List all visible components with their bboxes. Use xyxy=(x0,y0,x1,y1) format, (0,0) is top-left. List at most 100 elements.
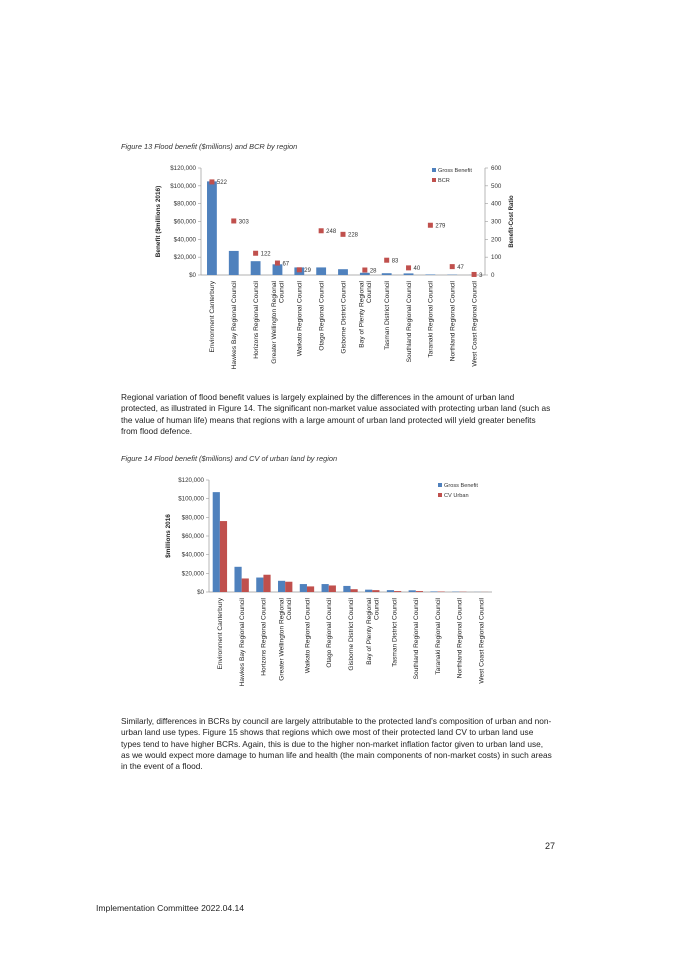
bar-cv-urban xyxy=(241,578,249,592)
legend-swatch xyxy=(438,483,442,487)
x-category-label: Council xyxy=(373,597,380,620)
bar-gross-benefit xyxy=(278,580,286,592)
x-category-label: Environment Canterbury xyxy=(217,597,224,669)
bcr-marker xyxy=(384,257,390,263)
y-tick-label: $40,000 xyxy=(174,236,197,243)
y-tick-label: $120,000 xyxy=(178,477,204,484)
bar-gross-benefit xyxy=(207,181,217,275)
bar-cv-urban xyxy=(306,586,315,592)
page-number: 27 xyxy=(545,841,556,851)
bar-gross-benefit xyxy=(321,584,329,592)
bar-gross-benefit xyxy=(299,584,307,592)
figure-14-chart: $120,000 $100,000 $80,000 $60,000 $40,000 $20… xyxy=(165,477,492,686)
bar-cv-urban xyxy=(263,574,271,592)
bar-gross-benefit xyxy=(359,272,370,275)
bar-gross-benefit xyxy=(403,273,414,275)
bar-gross-benefit xyxy=(425,274,436,275)
bcr-data-label: 122 xyxy=(261,252,272,258)
bcr-marker xyxy=(253,250,259,256)
bar-gross-benefit xyxy=(338,269,348,275)
y-tick-label: $40,000 xyxy=(182,552,205,559)
x-category-label: Taranaki Regional Council xyxy=(428,280,435,357)
x-category-label: Greater Wellington Regional xyxy=(271,280,278,363)
bar-gross-benefit xyxy=(365,589,373,592)
x-category-label: Hawkes Bay Regional Council xyxy=(231,280,238,369)
x-category-label: Southland Regional Council xyxy=(413,597,420,679)
x-category-label: Horizons Regional Council xyxy=(261,597,268,675)
bcr-marker xyxy=(427,222,433,228)
y-axis-title: $millions 2016 xyxy=(165,514,172,558)
bar-cv-urban xyxy=(350,589,358,592)
x-category-label: Gisborne District Council xyxy=(348,597,355,670)
x-category-label: Council xyxy=(366,280,373,303)
x-category-label: Southland Regional Council xyxy=(406,280,413,362)
y2-tick-label: 300 xyxy=(491,219,502,226)
bcr-marker xyxy=(318,228,324,234)
bcr-data-label: 83 xyxy=(392,258,399,264)
x-category-label: Council xyxy=(286,597,293,620)
bcr-data-label: 228 xyxy=(348,233,359,239)
bcr-data-label: 3 xyxy=(479,273,483,279)
paragraph-1-text: Regional variation of flood benefit valu… xyxy=(121,392,551,436)
y-tick-label: $0 xyxy=(189,272,196,279)
y-tick-label: $20,000 xyxy=(182,570,205,577)
bar-gross-benefit xyxy=(408,590,416,592)
bcr-marker xyxy=(274,260,280,266)
legend-label: CV Urban xyxy=(444,493,469,499)
y2-axis-title: Benefit-Cost Ratio xyxy=(509,195,515,248)
y-tick-label: $60,000 xyxy=(182,533,205,540)
x-category-label: Tasman District Council xyxy=(391,597,398,666)
bcr-data-label: 303 xyxy=(239,219,250,225)
x-category-label: Otago Regional Council xyxy=(326,597,333,667)
bcr-data-label: 279 xyxy=(435,224,446,230)
bcr-data-label: 29 xyxy=(304,268,311,274)
bar-gross-benefit xyxy=(228,250,239,275)
figure-13-chart: $120,000 $100,000 $80,000 $60,000 $40,000 $20… xyxy=(155,165,515,369)
bcr-data-label: 47 xyxy=(457,265,464,271)
y2-tick-label: 400 xyxy=(491,201,502,208)
legend-swatch xyxy=(432,168,436,172)
x-category-label: Council xyxy=(279,280,286,303)
legend-swatch xyxy=(438,493,442,497)
paragraph-2-text: Similarly, differences in BCRs by counci… xyxy=(121,716,552,772)
x-category-label: Waikato Regional Council xyxy=(304,597,311,673)
x-category-label: Taranaki Regional Council xyxy=(435,597,442,674)
bar-gross-benefit xyxy=(234,566,242,592)
bar-cv-urban xyxy=(285,581,293,592)
y-tick-label: $80,000 xyxy=(182,514,205,521)
bar-gross-benefit xyxy=(343,585,351,592)
legend-swatch xyxy=(432,178,436,182)
x-category-label: Otago Regional Council xyxy=(318,280,325,350)
x-category-label: Waikato Regional Council xyxy=(297,280,304,356)
y2-tick-label: 0 xyxy=(491,272,495,279)
bcr-marker xyxy=(471,271,477,277)
x-category-label: Bay of Plenty Regional xyxy=(366,597,373,664)
bcr-marker xyxy=(231,218,237,224)
bcr-data-label: 67 xyxy=(282,261,289,267)
bcr-marker xyxy=(209,179,215,185)
x-category-label: Bay of Plenty Regional xyxy=(358,280,365,347)
bcr-marker xyxy=(340,231,346,237)
y-tick-label: $100,000 xyxy=(170,183,196,190)
figure-14-caption: Figure 14 Flood benefit ($millions) and … xyxy=(121,454,338,463)
footer-text: Implementation Committee 2022.04.14 xyxy=(96,903,245,913)
y2-tick-label: 100 xyxy=(491,254,502,261)
y-tick-label: $0 xyxy=(197,589,204,596)
bcr-marker xyxy=(406,265,412,271)
bar-gross-benefit xyxy=(250,261,261,275)
bar-cv-urban xyxy=(372,590,380,592)
x-category-label: Horizons Regional Council xyxy=(253,280,260,358)
bar-gross-benefit xyxy=(212,492,220,592)
bcr-data-label: 40 xyxy=(414,266,421,272)
bcr-data-label: 28 xyxy=(370,268,377,274)
y2-tick-label: 200 xyxy=(491,236,502,243)
bar-gross-benefit xyxy=(256,577,264,592)
legend-label: Gross Benefit xyxy=(444,483,478,489)
x-category-label: Greater Wellington Regional xyxy=(279,597,286,680)
bcr-marker xyxy=(362,267,368,273)
bcr-marker xyxy=(296,267,302,273)
y-tick-label: $20,000 xyxy=(174,254,197,261)
x-category-label: Northland Regional Council xyxy=(457,597,464,678)
x-category-label: West Coast Regional Council xyxy=(478,597,485,683)
y-tick-label: $80,000 xyxy=(174,201,197,208)
